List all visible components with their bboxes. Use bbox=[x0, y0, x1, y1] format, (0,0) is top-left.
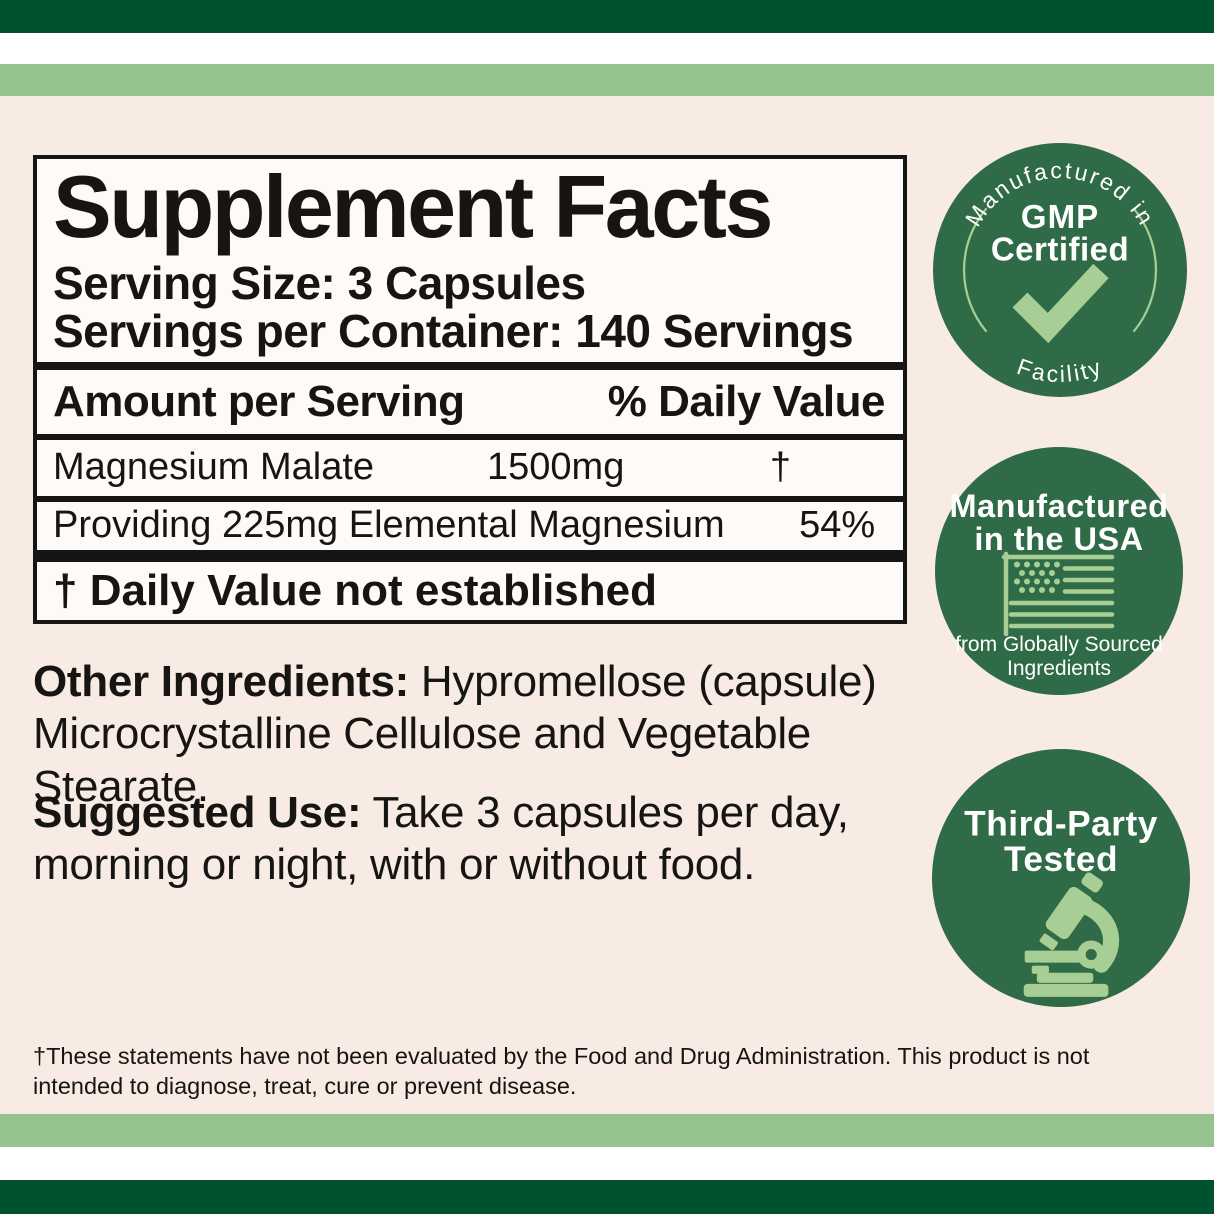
third-party-badge-graphic: Third-Party Tested bbox=[932, 749, 1190, 1007]
badge-sub-line1: from Globally Sourced bbox=[955, 633, 1163, 656]
suggested-use-paragraph: Suggested Use: Take 3 capsules per day, … bbox=[33, 787, 998, 892]
divider-thin bbox=[37, 433, 903, 440]
other-ingredients-label: Other Ingredients: bbox=[33, 657, 409, 706]
fda-disclaimer: †These statements have not been evaluate… bbox=[33, 1043, 1090, 1100]
badge-sub-line2: Ingredients bbox=[1007, 657, 1111, 680]
badge-line2: Certified bbox=[991, 231, 1129, 268]
badge-line1: Manufactured bbox=[949, 488, 1168, 524]
badge-circle bbox=[933, 143, 1187, 397]
ingredient-daily-value: 54% bbox=[799, 504, 876, 547]
badge-line2: in the USA bbox=[974, 521, 1143, 557]
daily-value-header: % Daily Value bbox=[607, 376, 886, 426]
bottom-stripe-light bbox=[0, 1114, 1214, 1147]
checkmark-icon bbox=[1012, 263, 1109, 344]
ring-arc-right bbox=[1132, 207, 1157, 333]
badge-circle bbox=[932, 749, 1190, 1007]
badge-line1: GMP bbox=[1021, 198, 1099, 235]
third-party-tested-badge: Third-Party Tested bbox=[932, 749, 1190, 1007]
bottom-stripe-white bbox=[0, 1147, 1214, 1180]
top-stripe-white bbox=[0, 33, 1214, 64]
facts-column-header: Amount per Serving % Daily Value bbox=[37, 370, 903, 434]
ingredient-name: Magnesium Malate bbox=[53, 446, 375, 489]
amount-per-serving-header: Amount per Serving bbox=[53, 376, 465, 426]
badge-circle bbox=[935, 447, 1183, 695]
divider-heavy bbox=[37, 549, 903, 562]
other-ingredients-text: Hypromellose (capsule) Microcrystalline … bbox=[33, 657, 877, 811]
bottom-stripe-dark bbox=[0, 1180, 1214, 1214]
table-row: Magnesium Malate 1500mg † bbox=[37, 440, 903, 496]
other-ingredients-paragraph: Other Ingredients: Hypromellose (capsule… bbox=[33, 656, 998, 813]
divider-thick bbox=[37, 361, 903, 370]
panel-header: Supplement Facts Serving Size: 3 Capsule… bbox=[37, 159, 903, 362]
divider-thin bbox=[37, 495, 903, 502]
usa-flag-icon bbox=[1001, 551, 1115, 637]
ingredient-amount: 1500mg bbox=[487, 446, 625, 489]
ring-arc-left bbox=[963, 207, 988, 333]
table-row: Providing 225mg Elemental Magnesium 54% bbox=[37, 502, 903, 550]
daily-value-footnote: † Daily Value not established bbox=[53, 565, 657, 615]
usa-badge-graphic: Manufactured in the USA bbox=[935, 447, 1183, 695]
suggested-use-text: Take 3 capsules per day, morning or nigh… bbox=[33, 788, 849, 890]
ingredient-name: Providing 225mg Elemental Magnesium bbox=[53, 504, 725, 547]
serving-size: Serving Size: 3 Capsules bbox=[53, 257, 586, 309]
badge-line1: Third-Party bbox=[964, 805, 1158, 844]
gmp-badge-graphic: Manufactured in GMP Certified Facility bbox=[933, 143, 1187, 397]
made-in-usa-badge: Manufactured in the USA bbox=[935, 447, 1183, 695]
microscope-icon bbox=[1023, 872, 1120, 997]
ingredient-daily-value: † bbox=[769, 446, 792, 489]
top-stripe-dark bbox=[0, 0, 1214, 33]
badge-line2: Tested bbox=[1004, 840, 1118, 879]
suggested-use-label: Suggested Use: bbox=[33, 788, 362, 837]
gmp-certified-badge: Manufactured in GMP Certified Facility bbox=[933, 143, 1187, 397]
panel-title: Supplement Facts bbox=[53, 157, 773, 256]
servings-per-container: Servings per Container: 140 Servings bbox=[53, 305, 854, 358]
supplement-facts-panel: Supplement Facts Serving Size: 3 Capsule… bbox=[33, 155, 907, 624]
top-stripe-light bbox=[0, 64, 1214, 96]
